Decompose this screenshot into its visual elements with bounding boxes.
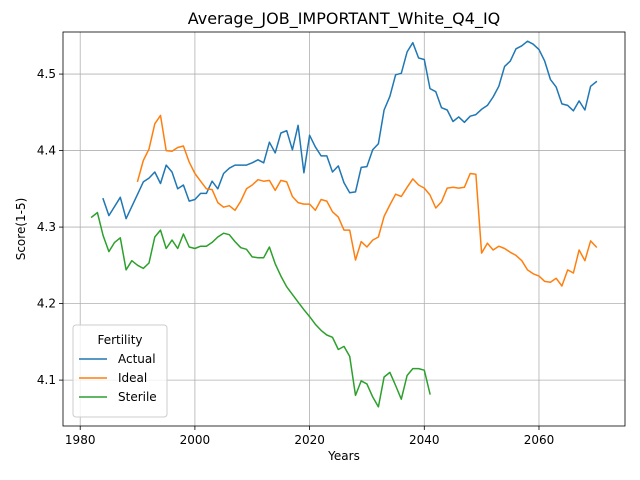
y-tick-label: 4.2 — [37, 297, 56, 311]
series-line-ideal — [136, 114, 598, 287]
y-tick-label: 4.4 — [37, 144, 56, 158]
x-axis-label: Years — [327, 449, 360, 463]
x-tick-label: 2020 — [294, 433, 325, 447]
x-tick-label: 2040 — [409, 433, 440, 447]
y-tick-label: 4.1 — [37, 373, 56, 387]
chart-title: Average_JOB_IMPORTANT_White_Q4_IQ — [188, 9, 501, 29]
legend-box — [72, 324, 168, 418]
plot-frame — [62, 31, 626, 427]
x-tick-label: 2000 — [180, 433, 211, 447]
axis-ticks: 1980 2000 2020 2040 2060 4.1 4.2 4.3 4.4 4.5 — [37, 67, 554, 447]
legend-title: Fertility — [97, 333, 142, 347]
legend-entry-sterile: Sterile — [118, 390, 157, 404]
legend-entry-actual: Actual — [118, 352, 156, 366]
series-lines — [90, 40, 598, 408]
series-line-sterile — [90, 211, 431, 408]
y-tick-label: 4.5 — [37, 67, 56, 81]
grid — [63, 32, 625, 426]
x-tick-label: 2060 — [524, 433, 555, 447]
legend-entry-ideal: Ideal — [118, 371, 147, 385]
y-tick-label: 4.3 — [37, 220, 56, 234]
y-axis-label: Score(1-5) — [14, 198, 28, 261]
legend: Fertility Actual Ideal Sterile — [72, 324, 168, 418]
series-line-actual — [102, 40, 598, 220]
x-tick-label: 1980 — [65, 433, 96, 447]
